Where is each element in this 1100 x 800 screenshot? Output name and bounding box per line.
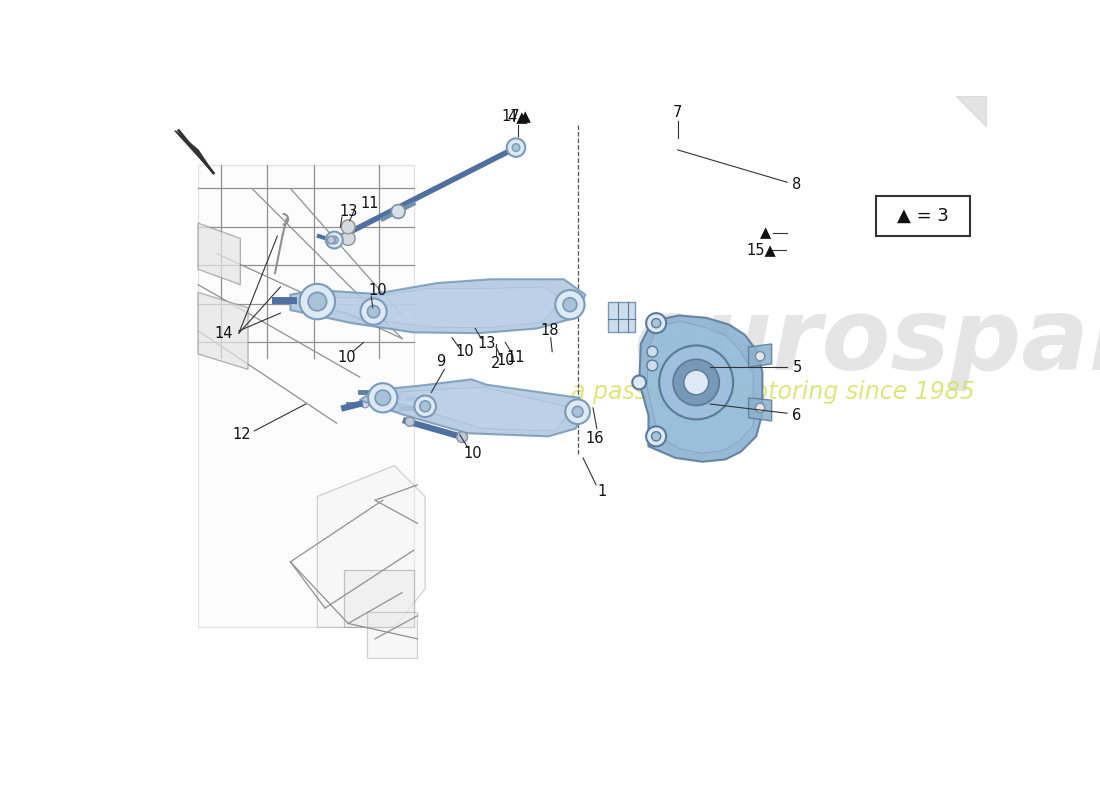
Circle shape	[308, 292, 327, 311]
Text: 9: 9	[436, 354, 446, 369]
Polygon shape	[198, 166, 414, 627]
Circle shape	[673, 359, 719, 406]
Text: 13: 13	[339, 204, 358, 219]
Text: ▲ = 3: ▲ = 3	[898, 207, 949, 225]
Circle shape	[646, 426, 667, 446]
Circle shape	[405, 417, 415, 426]
Polygon shape	[608, 302, 636, 332]
Text: 7: 7	[673, 106, 682, 121]
Polygon shape	[306, 287, 562, 328]
Circle shape	[684, 370, 708, 394]
Polygon shape	[367, 612, 418, 658]
Text: 4▲: 4▲	[507, 110, 528, 124]
Circle shape	[756, 403, 764, 413]
Circle shape	[659, 346, 734, 419]
Circle shape	[647, 360, 658, 371]
Text: 16: 16	[585, 431, 604, 446]
Circle shape	[341, 231, 355, 246]
Text: 10: 10	[463, 446, 482, 461]
Circle shape	[563, 298, 576, 312]
Text: 13: 13	[477, 337, 496, 351]
Polygon shape	[639, 315, 762, 462]
Circle shape	[507, 138, 526, 157]
Circle shape	[375, 390, 390, 406]
FancyBboxPatch shape	[877, 196, 970, 236]
Text: 2: 2	[492, 357, 500, 371]
Polygon shape	[360, 379, 587, 436]
Polygon shape	[375, 387, 572, 431]
Circle shape	[361, 298, 387, 325]
Circle shape	[361, 400, 368, 408]
Circle shape	[456, 432, 468, 442]
Text: 8: 8	[792, 177, 802, 192]
Circle shape	[651, 432, 661, 441]
Text: 15▲: 15▲	[747, 242, 777, 258]
Text: 10: 10	[497, 354, 515, 368]
Text: 14: 14	[214, 326, 233, 341]
Polygon shape	[175, 130, 213, 173]
Text: 18: 18	[540, 322, 559, 338]
Text: 5: 5	[792, 359, 802, 374]
Text: 1: 1	[597, 484, 607, 499]
Circle shape	[572, 406, 583, 417]
Polygon shape	[290, 279, 585, 333]
Circle shape	[326, 231, 343, 249]
Circle shape	[367, 306, 380, 318]
Text: 11: 11	[507, 350, 526, 366]
Polygon shape	[749, 398, 772, 421]
Polygon shape	[344, 570, 414, 627]
Text: 10: 10	[338, 350, 356, 366]
Polygon shape	[647, 322, 754, 454]
Circle shape	[647, 346, 658, 357]
Circle shape	[632, 375, 646, 390]
Polygon shape	[198, 292, 249, 370]
Text: 10: 10	[368, 283, 387, 298]
Circle shape	[368, 383, 397, 413]
Circle shape	[299, 284, 336, 319]
Text: a passion for motoring since 1985: a passion for motoring since 1985	[572, 381, 976, 405]
Circle shape	[565, 399, 590, 424]
Circle shape	[372, 389, 379, 396]
Circle shape	[646, 313, 667, 333]
Circle shape	[330, 236, 338, 244]
Circle shape	[341, 220, 355, 234]
Circle shape	[415, 395, 436, 417]
Text: 10: 10	[455, 344, 474, 359]
Circle shape	[328, 236, 336, 244]
Circle shape	[513, 144, 520, 151]
Polygon shape	[318, 466, 425, 627]
Polygon shape	[198, 223, 241, 285]
Circle shape	[651, 318, 661, 328]
Circle shape	[420, 401, 430, 412]
Text: 12: 12	[232, 427, 251, 442]
Polygon shape	[957, 96, 988, 126]
Circle shape	[556, 290, 584, 319]
Circle shape	[756, 352, 764, 361]
Text: 17▲: 17▲	[502, 108, 531, 122]
Text: ▲: ▲	[760, 226, 771, 241]
Circle shape	[392, 205, 405, 218]
Text: 6: 6	[792, 408, 802, 423]
Circle shape	[399, 393, 407, 400]
Polygon shape	[749, 344, 772, 367]
Text: eurospares: eurospares	[634, 294, 1100, 391]
Circle shape	[392, 404, 399, 412]
Text: 11: 11	[361, 196, 379, 211]
